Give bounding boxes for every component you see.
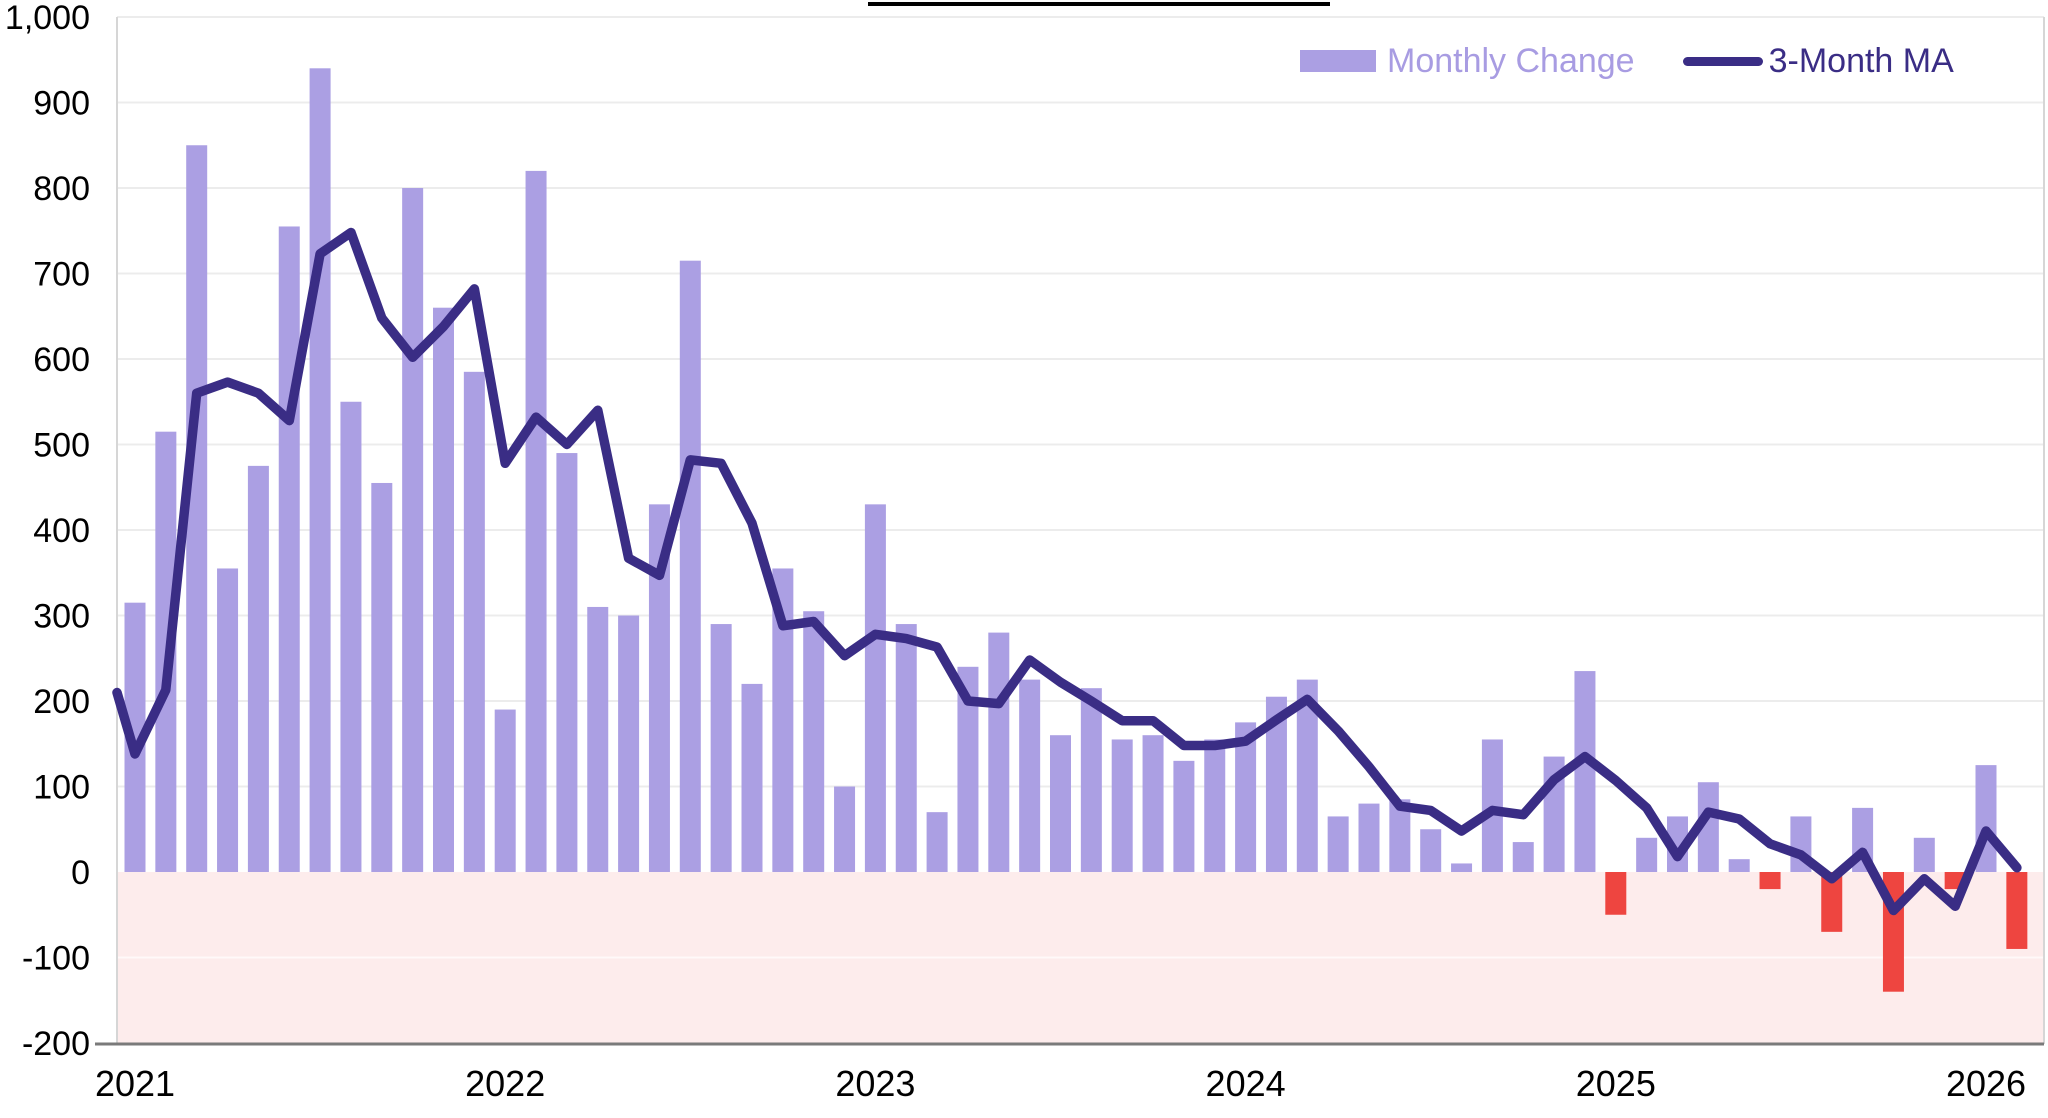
legend-label-monthly-change: Monthly Change	[1387, 42, 1635, 80]
bar-2022-07	[679, 260, 701, 872]
bar-2022-06	[648, 504, 670, 872]
bar-2021-04	[217, 568, 239, 872]
bar-2023-02	[895, 624, 917, 872]
bar-2022-04	[587, 606, 609, 872]
bar-2023-06	[1019, 679, 1041, 872]
y-tick-label-1000: 1,000	[5, 0, 90, 37]
bar-2022-01	[494, 709, 516, 872]
bar-2024-06	[1389, 799, 1411, 872]
y-tick-label-600: 600	[33, 341, 90, 379]
legend-bar-swatch-icon	[1300, 50, 1376, 72]
y-tick-label-800: 800	[33, 170, 90, 208]
bar-2021-08	[340, 401, 362, 872]
bar-2023-11	[1173, 760, 1195, 872]
legend-item-3-month-ma: 3-Month MA	[1682, 42, 1954, 80]
bar-2023-03	[926, 812, 948, 872]
bar-2025-05	[1728, 859, 1750, 872]
bar-2022-10	[772, 568, 794, 872]
bar-2025-03	[1667, 816, 1688, 872]
x-tick-label-2022: 2022	[465, 1063, 545, 1104]
bar-2022-09	[741, 683, 763, 872]
bar-2021-09	[371, 482, 393, 872]
bar-2023-08	[1080, 688, 1102, 872]
bar-2023-07	[1050, 735, 1071, 872]
legend-label-3-month-ma: 3-Month MA	[1768, 42, 1954, 80]
x-tick-label-2021: 2021	[95, 1063, 175, 1104]
bar-2021-12	[463, 371, 485, 872]
bar-2022-02	[525, 170, 547, 872]
y-tick-label-0: 0	[71, 854, 90, 892]
bar-2023-01	[864, 504, 886, 872]
bar-2025-01	[1605, 872, 1627, 915]
y-tick-label-100: 100	[33, 769, 90, 807]
y-tick-label-500: 500	[33, 427, 90, 465]
bar-2024-04	[1327, 816, 1349, 872]
legend-line-swatch-icon	[1682, 56, 1763, 66]
bar-2024-08	[1451, 863, 1473, 872]
bar-2024-05	[1358, 803, 1380, 872]
y-tick-label-300: 300	[33, 598, 90, 636]
bar-2026-02	[2006, 872, 2028, 949]
y-tick-label-400: 400	[33, 512, 90, 550]
y-tick-label-700: 700	[33, 256, 90, 294]
x-tick-label-2023: 2023	[835, 1063, 915, 1104]
bar-2022-05	[618, 615, 640, 872]
bar-2024-02	[1265, 696, 1287, 872]
bar-2021-03	[186, 145, 208, 872]
y-tick-label--200: -200	[22, 1025, 90, 1063]
bar-2024-12	[1574, 671, 1596, 872]
bar-2022-08	[710, 624, 732, 872]
bar-2025-02	[1636, 837, 1658, 872]
ma-line	[112, 227, 2022, 916]
x-tick-label-2026: 2026	[1946, 1063, 2026, 1104]
bar-2023-05	[988, 632, 1010, 872]
bar-2021-11	[433, 307, 454, 872]
y-tick-label--100: -100	[22, 940, 90, 978]
bar-2024-01	[1235, 722, 1257, 872]
bar-2022-11	[803, 611, 825, 872]
bar-2021-10	[402, 188, 424, 872]
bar-2023-04	[957, 666, 979, 872]
y-tick-label-900: 900	[33, 85, 90, 123]
bar-2022-12	[834, 786, 856, 872]
bar-2025-06	[1759, 872, 1781, 890]
bar-2022-03	[556, 453, 578, 872]
bar-2025-11	[1913, 837, 1935, 872]
legend-item-monthly-change: Monthly Change	[1300, 44, 1635, 78]
bar-2025-04	[1697, 782, 1719, 872]
x-tick-label-2025: 2025	[1576, 1063, 1656, 1104]
bar-2023-12	[1204, 739, 1226, 872]
chart-legend: Monthly Change 3-Month MA	[1300, 44, 1954, 78]
bar-2021-07	[309, 68, 331, 873]
bar-2021-06	[278, 226, 300, 873]
x-tick-label-2024: 2024	[1206, 1063, 1286, 1104]
bar-2024-07	[1420, 829, 1442, 872]
bar-2025-08	[1821, 872, 1843, 932]
bar-2023-10	[1142, 735, 1164, 872]
y-tick-label-200: 200	[33, 683, 90, 721]
bar-2021-05	[247, 465, 269, 872]
bar-2023-09	[1111, 739, 1133, 872]
title-underline	[868, 2, 1330, 6]
bar-2024-10	[1512, 842, 1534, 872]
bar-2024-03	[1296, 679, 1318, 872]
